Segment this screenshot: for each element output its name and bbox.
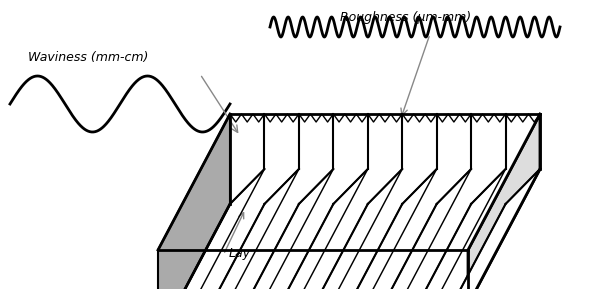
- Polygon shape: [365, 169, 471, 289]
- Polygon shape: [434, 169, 540, 289]
- Polygon shape: [399, 169, 506, 289]
- Polygon shape: [262, 169, 368, 289]
- Text: Lay: Lay: [229, 247, 250, 260]
- Polygon shape: [158, 114, 540, 250]
- Polygon shape: [330, 169, 437, 289]
- Polygon shape: [227, 169, 334, 289]
- Text: Waviness (mm-cm): Waviness (mm-cm): [28, 51, 148, 64]
- Polygon shape: [158, 169, 265, 289]
- Polygon shape: [193, 169, 299, 289]
- Polygon shape: [296, 169, 402, 289]
- Text: Roughness (μm-mm): Roughness (μm-mm): [340, 11, 471, 24]
- Polygon shape: [158, 114, 230, 289]
- Polygon shape: [468, 114, 540, 289]
